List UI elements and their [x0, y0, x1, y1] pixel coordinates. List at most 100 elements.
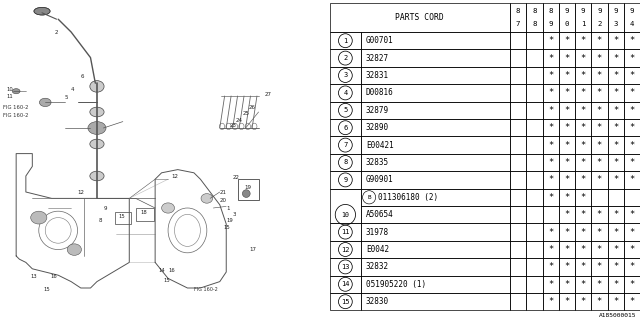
Bar: [361, 32, 510, 49]
Text: 12: 12: [341, 246, 349, 252]
Bar: [361, 276, 510, 293]
Bar: [575, 293, 591, 310]
Text: *: *: [596, 36, 602, 45]
Text: *: *: [564, 71, 570, 80]
Text: *: *: [596, 280, 602, 289]
Text: *: *: [564, 88, 570, 97]
Text: 11: 11: [341, 229, 349, 235]
Text: *: *: [596, 88, 602, 97]
Text: 1: 1: [581, 21, 586, 27]
Text: *: *: [629, 262, 634, 271]
Bar: [543, 119, 559, 136]
Bar: [543, 206, 559, 223]
Bar: [330, 119, 361, 136]
Bar: [361, 67, 510, 84]
Bar: [624, 136, 640, 154]
Text: 8: 8: [99, 218, 102, 223]
Text: 051905220 (1): 051905220 (1): [366, 280, 426, 289]
Ellipse shape: [90, 139, 104, 149]
Bar: [361, 188, 510, 206]
Bar: [607, 32, 624, 49]
Text: *: *: [596, 123, 602, 132]
Text: 11: 11: [6, 93, 13, 99]
Text: 17: 17: [249, 247, 256, 252]
Text: 2: 2: [343, 55, 348, 61]
Text: *: *: [580, 193, 586, 202]
Text: *: *: [580, 262, 586, 271]
Text: *: *: [613, 175, 618, 184]
Text: *: *: [580, 88, 586, 97]
Text: 0: 0: [564, 21, 569, 27]
Text: 10: 10: [6, 87, 13, 92]
Text: *: *: [580, 71, 586, 80]
Text: *: *: [613, 88, 618, 97]
Bar: [624, 223, 640, 241]
Text: B: B: [367, 195, 371, 200]
Text: *: *: [596, 228, 602, 236]
Text: *: *: [629, 88, 634, 97]
Ellipse shape: [12, 89, 20, 94]
Bar: [526, 171, 543, 188]
Bar: [543, 188, 559, 206]
Text: 13: 13: [31, 274, 37, 279]
Text: 21: 21: [220, 189, 227, 195]
Text: 9: 9: [613, 8, 618, 14]
Bar: [591, 136, 607, 154]
Text: 18: 18: [141, 210, 147, 215]
Bar: [361, 258, 510, 276]
Text: 14: 14: [158, 268, 165, 273]
Bar: [607, 49, 624, 67]
Bar: [559, 102, 575, 119]
Bar: [607, 206, 624, 223]
Text: 5: 5: [343, 107, 348, 113]
Bar: [607, 3, 624, 32]
Text: 9: 9: [564, 8, 569, 14]
Bar: [559, 119, 575, 136]
Text: *: *: [564, 158, 570, 167]
Text: *: *: [580, 123, 586, 132]
Text: 22: 22: [233, 175, 240, 180]
Text: *: *: [564, 175, 570, 184]
Text: *: *: [629, 297, 634, 306]
Text: 8: 8: [548, 8, 553, 14]
Bar: [543, 293, 559, 310]
Text: *: *: [548, 280, 554, 289]
Bar: [607, 223, 624, 241]
Bar: [607, 276, 624, 293]
Ellipse shape: [40, 98, 51, 107]
Bar: [624, 119, 640, 136]
Bar: [624, 258, 640, 276]
Text: *: *: [596, 210, 602, 219]
Text: 12: 12: [77, 189, 84, 195]
Bar: [591, 102, 607, 119]
Bar: [510, 276, 526, 293]
Text: *: *: [580, 297, 586, 306]
Text: *: *: [548, 158, 554, 167]
Bar: [330, 67, 361, 84]
Bar: [575, 258, 591, 276]
Text: 15: 15: [44, 287, 51, 292]
Bar: [559, 293, 575, 310]
Text: *: *: [613, 245, 618, 254]
Bar: [330, 102, 361, 119]
Bar: [526, 188, 543, 206]
Text: *: *: [564, 123, 570, 132]
Bar: [607, 67, 624, 84]
Text: *: *: [596, 71, 602, 80]
Bar: [575, 136, 591, 154]
Bar: [591, 119, 607, 136]
Text: FIG 160-2: FIG 160-2: [3, 113, 29, 118]
Text: *: *: [548, 228, 554, 236]
Text: 4: 4: [630, 21, 634, 27]
Bar: [543, 136, 559, 154]
Text: *: *: [564, 36, 570, 45]
Bar: [575, 206, 591, 223]
Ellipse shape: [90, 107, 104, 117]
Bar: [559, 32, 575, 49]
Text: *: *: [548, 297, 554, 306]
Text: E0042: E0042: [366, 245, 389, 254]
Text: *: *: [548, 106, 554, 115]
Text: 14: 14: [341, 281, 349, 287]
Text: *: *: [613, 106, 618, 115]
Bar: [526, 32, 543, 49]
